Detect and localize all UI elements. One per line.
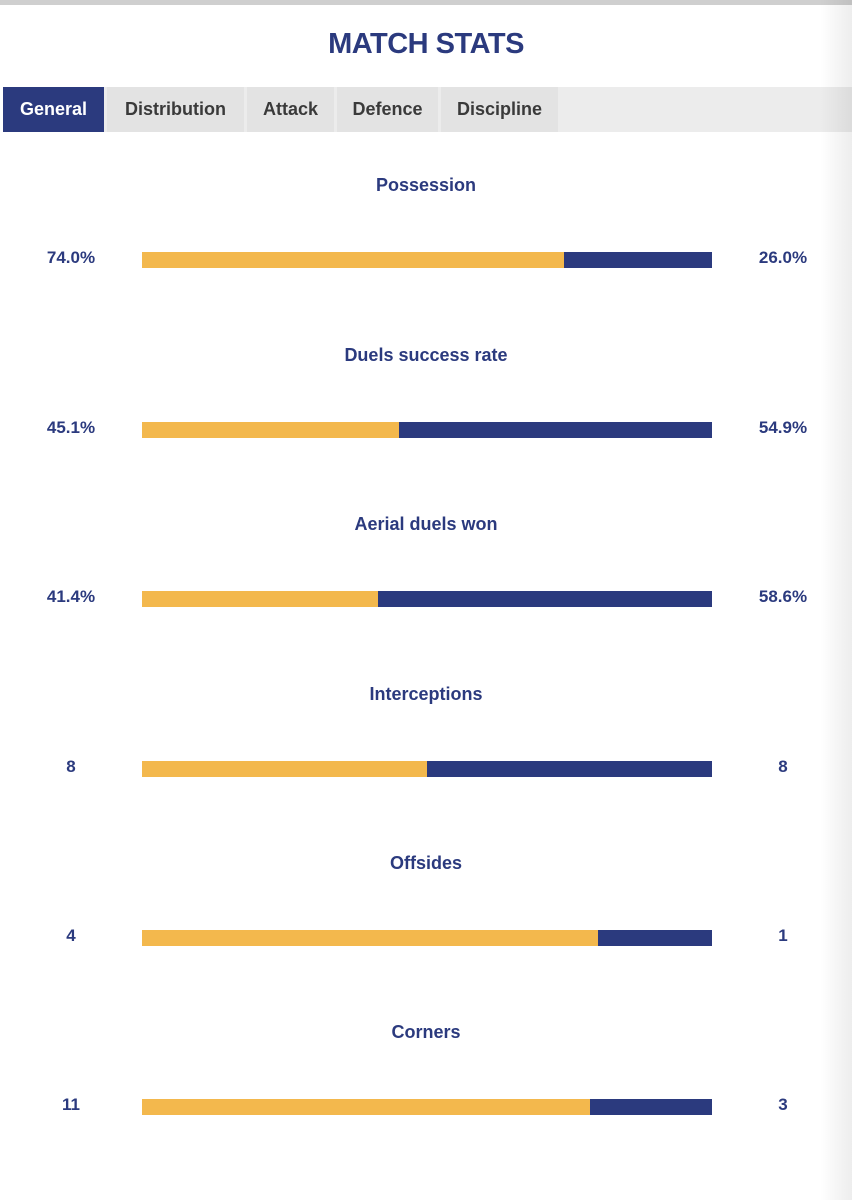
stat-aerial-duels-won: Aerial duels won 41.4% 58.6% bbox=[0, 514, 852, 614]
tab-discipline[interactable]: Discipline bbox=[441, 87, 558, 132]
home-value: 4 bbox=[66, 926, 76, 945]
stat-label: Interceptions bbox=[369, 684, 483, 704]
comparison-bar bbox=[142, 930, 712, 946]
home-value: 45.1% bbox=[46, 418, 96, 437]
home-value: 8 bbox=[66, 757, 76, 776]
away-value: 54.9% bbox=[758, 418, 808, 437]
stat-corners: Corners 11 3 bbox=[0, 1022, 852, 1122]
home-bar-fill bbox=[142, 761, 427, 777]
home-bar-fill bbox=[142, 591, 378, 607]
stat-label: Duels success rate bbox=[344, 345, 508, 365]
home-bar-fill bbox=[142, 930, 598, 946]
home-value: 41.4% bbox=[46, 587, 96, 606]
tab-defence[interactable]: Defence bbox=[337, 87, 438, 132]
away-value: 1 bbox=[778, 926, 788, 945]
home-bar-fill bbox=[142, 422, 400, 438]
comparison-bar bbox=[142, 422, 712, 438]
tab-distribution[interactable]: Distribution bbox=[107, 87, 244, 132]
stats-tab-bar: General Distribution Attack Defence Disc… bbox=[3, 87, 852, 132]
stat-offsides: Offsides 4 1 bbox=[0, 853, 852, 953]
tab-attack[interactable]: Attack bbox=[247, 87, 334, 132]
away-value: 58.6% bbox=[758, 587, 808, 606]
away-value: 26.0% bbox=[758, 248, 808, 267]
stat-interceptions: Interceptions 8 8 bbox=[0, 684, 852, 784]
page-title: MATCH STATS bbox=[328, 28, 524, 60]
away-value: 8 bbox=[778, 757, 788, 776]
away-value: 3 bbox=[778, 1095, 788, 1114]
tab-general[interactable]: General bbox=[3, 87, 104, 132]
stat-label: Possession bbox=[375, 175, 477, 195]
comparison-bar bbox=[142, 761, 712, 777]
comparison-bar bbox=[142, 252, 712, 268]
comparison-bar bbox=[142, 591, 712, 607]
stat-possession: Possession 74.0% 26.0% bbox=[0, 175, 852, 275]
stat-label: Aerial duels won bbox=[354, 514, 498, 534]
comparison-bar bbox=[142, 1099, 712, 1115]
home-value: 11 bbox=[62, 1095, 80, 1114]
home-bar-fill bbox=[142, 252, 564, 268]
top-border bbox=[0, 0, 852, 5]
stat-label: Offsides bbox=[389, 853, 463, 873]
home-bar-fill bbox=[142, 1099, 590, 1115]
stat-duels-success-rate: Duels success rate 45.1% 54.9% bbox=[0, 345, 852, 445]
home-value: 74.0% bbox=[46, 248, 96, 267]
stat-label: Corners bbox=[391, 1022, 461, 1042]
